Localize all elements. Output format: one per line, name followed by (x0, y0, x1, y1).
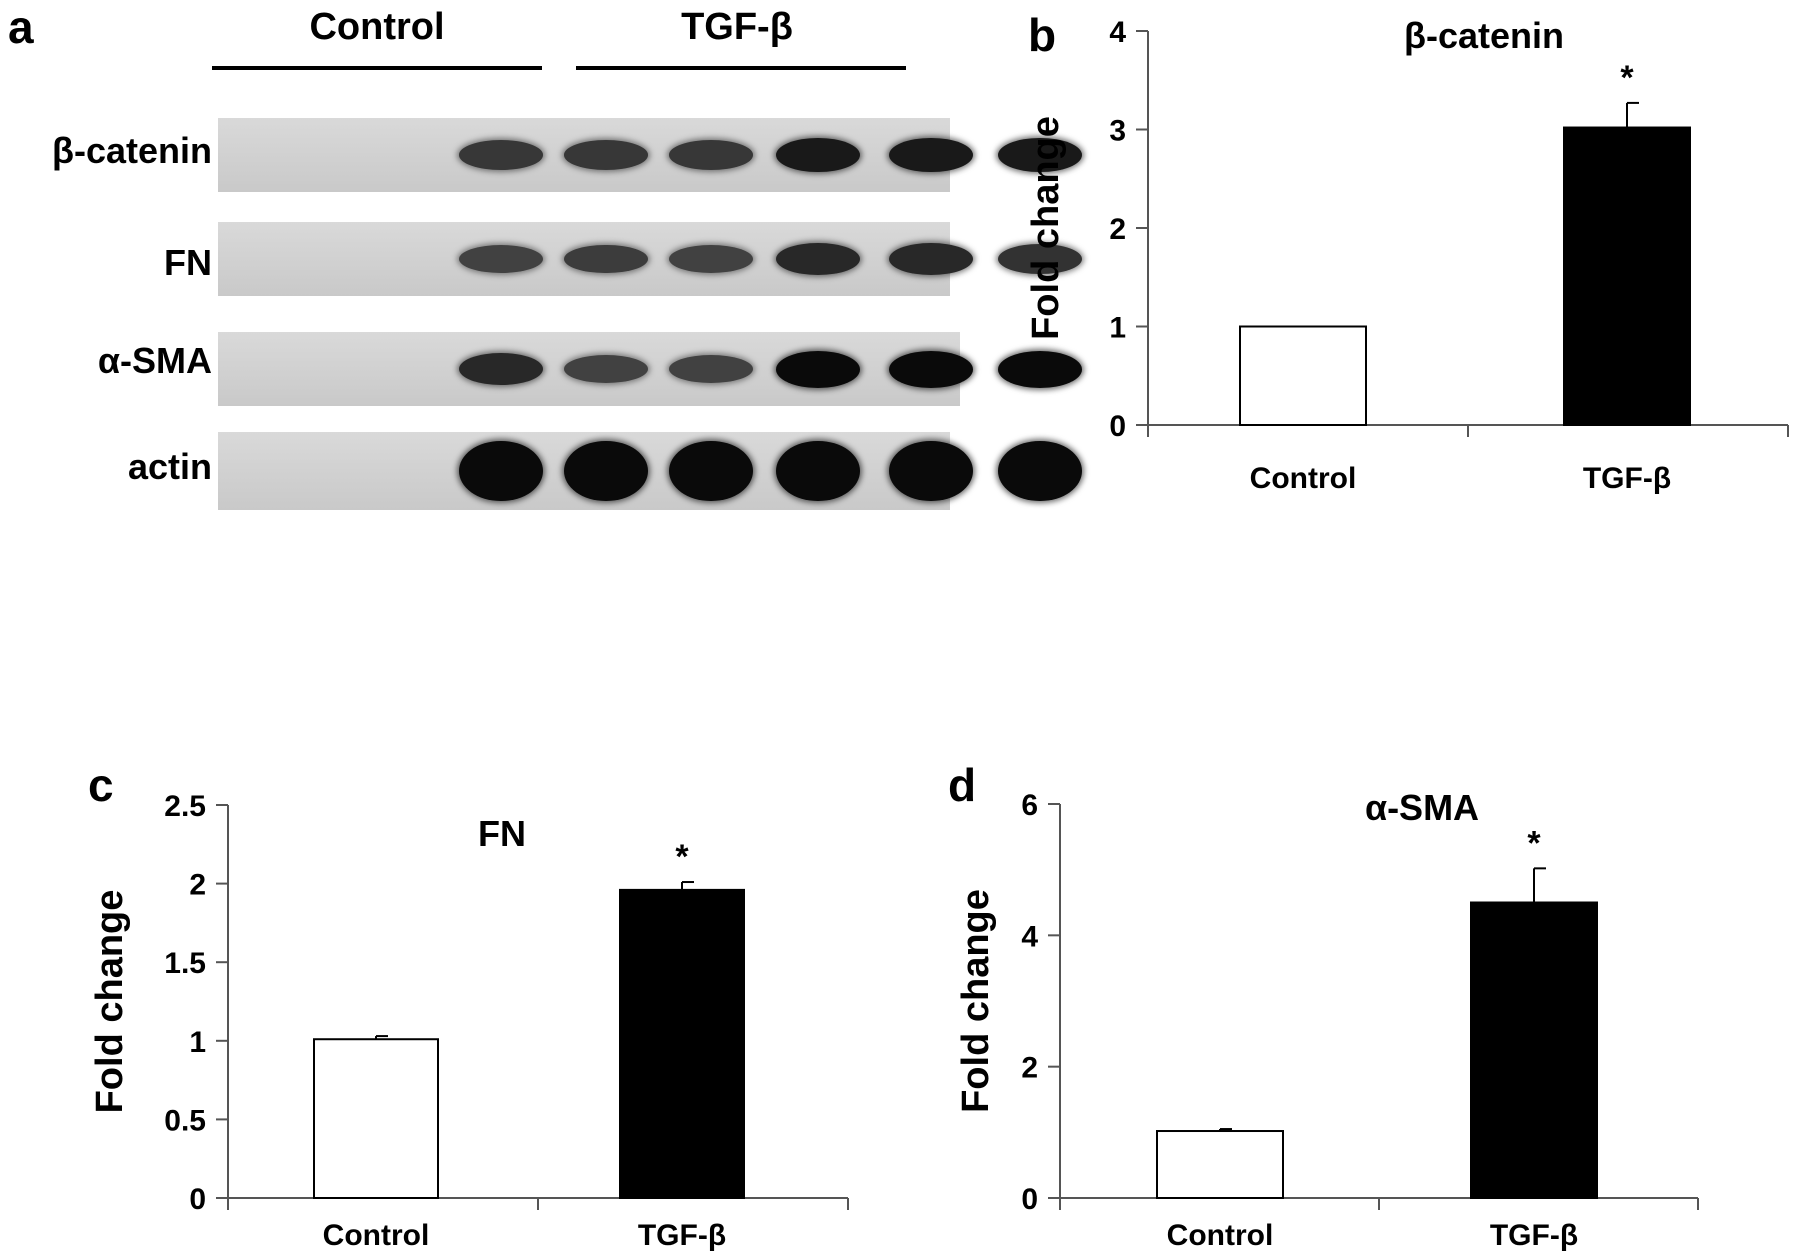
blot-label-fn: FN (164, 242, 212, 283)
blot-band (564, 354, 648, 383)
blot-band (998, 440, 1082, 502)
panel-letter-b: b (1028, 9, 1057, 61)
y-tick-label: 2 (1021, 1052, 1038, 1085)
y-tick-label: 0.5 (164, 1104, 206, 1137)
blot-band (669, 140, 753, 170)
y-tick-label: 4 (1021, 920, 1038, 953)
blot-group-line-tgfb (576, 66, 906, 70)
blot-band (776, 440, 860, 502)
blot-band (998, 243, 1082, 275)
category-label: Control (323, 1219, 430, 1252)
blot-band (776, 350, 860, 388)
blot-strip-beta-catenin (218, 118, 1082, 192)
blot-band (998, 350, 1082, 388)
bar-1 (1470, 901, 1598, 1199)
blot-band (564, 244, 648, 274)
panel-letter-a: a (8, 1, 34, 53)
blot-strip-actin (218, 432, 1082, 510)
significance-marker: * (1527, 824, 1541, 862)
y-tick-label: 2.5 (164, 790, 206, 823)
y-axis-label: Fold change (1025, 116, 1067, 340)
blot-band (564, 140, 648, 170)
blot-label-alpha-sma: α-SMA (97, 340, 212, 381)
chart-title: α-SMA (1365, 787, 1479, 828)
significance-marker: * (1620, 59, 1634, 97)
y-tick-label: 2 (1109, 213, 1126, 246)
blot-band (889, 137, 973, 173)
blot-band (669, 440, 753, 502)
y-axis-label: Fold change (89, 890, 131, 1114)
category-label: Control (1250, 462, 1357, 495)
blot-band (459, 352, 543, 386)
blot-band (669, 354, 753, 383)
y-tick-label: 6 (1021, 789, 1038, 822)
bar-1 (1563, 126, 1691, 426)
western-blot: Control TGF-β β-catenin FN α-SMA actin (0, 0, 1082, 520)
blot-band (889, 440, 973, 502)
blot-strip-fn (218, 222, 1082, 296)
category-label: TGF-β (1583, 462, 1671, 495)
chart-title: β-catenin (1404, 15, 1564, 56)
blot-label-beta-catenin: β-catenin (52, 130, 212, 171)
blot-label-actin: actin (127, 446, 212, 487)
y-axis-label: Fold change (955, 889, 997, 1113)
y-tick-label: 0 (1021, 1183, 1038, 1216)
blot-band (776, 137, 860, 173)
bar-0 (313, 1038, 439, 1200)
panel-letter-c: c (88, 759, 114, 811)
bar-1 (619, 888, 745, 1199)
bar-0 (1156, 1130, 1284, 1200)
blot-strip-alpha-sma (218, 332, 1082, 406)
category-label: TGF-β (638, 1219, 726, 1252)
y-tick-label: 0 (189, 1183, 206, 1216)
blot-band (776, 242, 860, 276)
significance-marker: * (675, 838, 689, 876)
chart-title: FN (478, 813, 526, 854)
y-tick-label: 2 (189, 869, 206, 902)
bar-0 (1239, 325, 1367, 426)
y-tick-label: 0 (1109, 410, 1126, 443)
blot-group-control: Control (309, 6, 445, 48)
y-tick-label: 1 (189, 1026, 206, 1059)
y-tick-label: 4 (1109, 16, 1126, 49)
blot-band (459, 244, 543, 273)
blot-band (889, 242, 973, 276)
blot-group-line-control (212, 66, 542, 70)
blot-group-tgfb: TGF-β (681, 6, 793, 48)
blot-band (459, 440, 543, 502)
blot-band (998, 137, 1082, 173)
y-tick-label: 3 (1109, 115, 1126, 148)
blot-band (459, 140, 543, 170)
category-label: TGF-β (1490, 1219, 1578, 1252)
category-label: Control (1167, 1219, 1274, 1252)
blot-band (889, 350, 973, 388)
blot-band (564, 440, 648, 502)
blot-band (669, 244, 753, 273)
y-tick-label: 1.5 (164, 947, 206, 980)
y-tick-label: 1 (1109, 312, 1126, 345)
panel-letter-d: d (948, 759, 977, 811)
